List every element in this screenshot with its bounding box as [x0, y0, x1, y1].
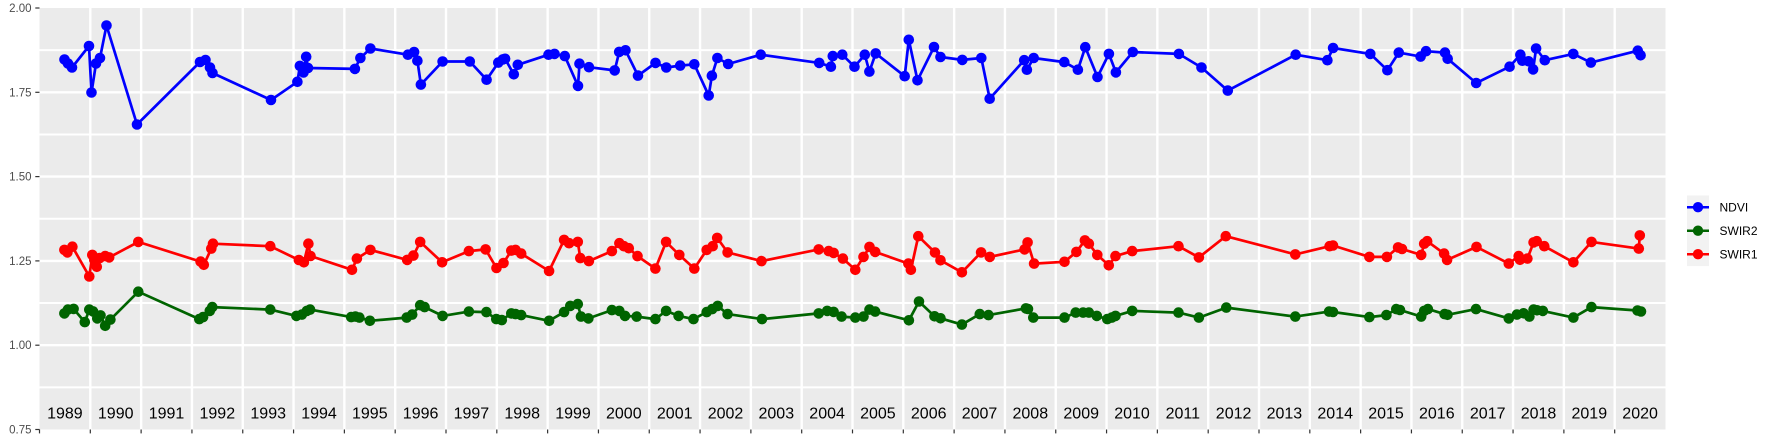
- svg-text:2007: 2007: [962, 406, 998, 423]
- svg-text:0.75: 0.75: [9, 424, 31, 436]
- svg-text:1991: 1991: [149, 406, 185, 423]
- svg-text:2006: 2006: [911, 406, 947, 423]
- svg-text:2013: 2013: [1267, 406, 1303, 423]
- svg-text:2008: 2008: [1013, 406, 1049, 423]
- svg-text:1998: 1998: [504, 406, 540, 423]
- svg-text:2010: 2010: [1114, 406, 1150, 423]
- svg-text:2020: 2020: [1622, 406, 1658, 423]
- svg-text:1989: 1989: [47, 406, 83, 423]
- svg-text:2003: 2003: [759, 406, 795, 423]
- svg-text:1999: 1999: [555, 406, 591, 423]
- svg-text:2015: 2015: [1368, 406, 1404, 423]
- svg-text:2002: 2002: [708, 406, 744, 423]
- svg-text:SWIR1: SWIR1: [1720, 247, 1758, 261]
- svg-text:1.00: 1.00: [9, 340, 31, 352]
- svg-text:2001: 2001: [657, 406, 693, 423]
- svg-text:NDVI: NDVI: [1720, 200, 1749, 214]
- svg-text:2005: 2005: [860, 406, 896, 423]
- svg-text:2011: 2011: [1166, 406, 1201, 423]
- svg-text:1.25: 1.25: [9, 256, 31, 268]
- svg-text:2012: 2012: [1216, 406, 1252, 423]
- svg-text:1996: 1996: [403, 406, 439, 423]
- svg-text:2004: 2004: [809, 406, 845, 423]
- svg-text:1990: 1990: [98, 406, 134, 423]
- svg-text:1993: 1993: [250, 406, 286, 423]
- svg-text:2000: 2000: [606, 406, 642, 423]
- svg-text:1.50: 1.50: [9, 172, 31, 184]
- svg-text:2018: 2018: [1521, 406, 1557, 423]
- svg-text:2009: 2009: [1063, 406, 1099, 423]
- svg-text:1997: 1997: [454, 406, 490, 423]
- svg-text:1994: 1994: [301, 406, 337, 423]
- svg-text:2016: 2016: [1419, 406, 1455, 423]
- svg-text:1995: 1995: [352, 406, 388, 423]
- svg-text:2.00: 2.00: [9, 3, 31, 15]
- svg-text:1.75: 1.75: [9, 87, 31, 99]
- svg-text:SWIR2: SWIR2: [1720, 224, 1758, 238]
- svg-text:1992: 1992: [200, 406, 236, 423]
- svg-text:2019: 2019: [1572, 406, 1608, 423]
- svg-text:2014: 2014: [1317, 406, 1353, 423]
- svg-text:2017: 2017: [1470, 406, 1506, 423]
